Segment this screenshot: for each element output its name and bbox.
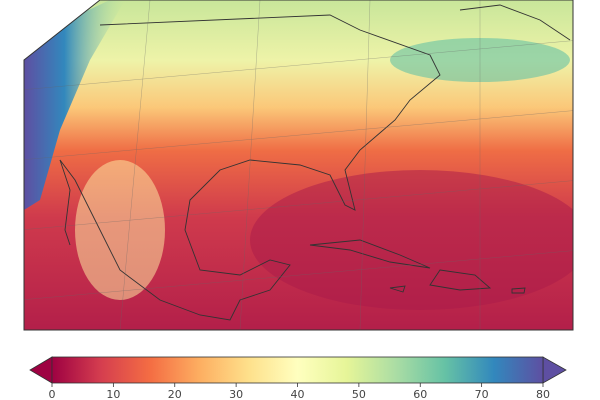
- map-frame: [23, 0, 574, 331]
- colorbar-tick-label: 40: [291, 388, 305, 400]
- colorbar-tick-label: 30: [229, 388, 243, 400]
- graticule: [24, 0, 573, 330]
- colorbar-bar: [51, 356, 544, 384]
- colorbar-tick-label: 50: [352, 388, 366, 400]
- map: [24, 0, 573, 330]
- colorbar-tick-label: 20: [168, 388, 182, 400]
- colorbar-tick-label: 0: [49, 388, 56, 400]
- colorbar: 0 10 20 30 40 50 60 70 80: [29, 356, 567, 400]
- mexico-field: [75, 160, 165, 300]
- colorbar-tick-label: 70: [475, 388, 489, 400]
- colorbar-tick-label: 10: [106, 388, 120, 400]
- colorbar-tick-label: 60: [413, 388, 427, 400]
- colorbar-extend-high: [542, 356, 567, 384]
- sea-field: [250, 170, 573, 310]
- colorbar-extend-low: [29, 356, 53, 384]
- colorbar-tick-label: 80: [536, 388, 550, 400]
